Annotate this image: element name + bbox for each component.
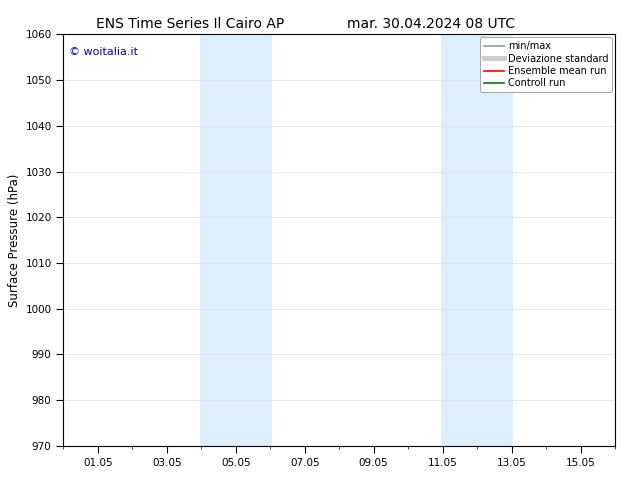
Text: © woitalia.it: © woitalia.it <box>69 47 138 57</box>
Bar <box>441 34 514 446</box>
Text: ENS Time Series Il Cairo AP: ENS Time Series Il Cairo AP <box>96 17 284 31</box>
Text: mar. 30.04.2024 08 UTC: mar. 30.04.2024 08 UTC <box>347 17 515 31</box>
Y-axis label: Surface Pressure (hPa): Surface Pressure (hPa) <box>8 173 21 307</box>
Bar <box>200 34 272 446</box>
Legend: min/max, Deviazione standard, Ensemble mean run, Controll run: min/max, Deviazione standard, Ensemble m… <box>481 37 612 92</box>
